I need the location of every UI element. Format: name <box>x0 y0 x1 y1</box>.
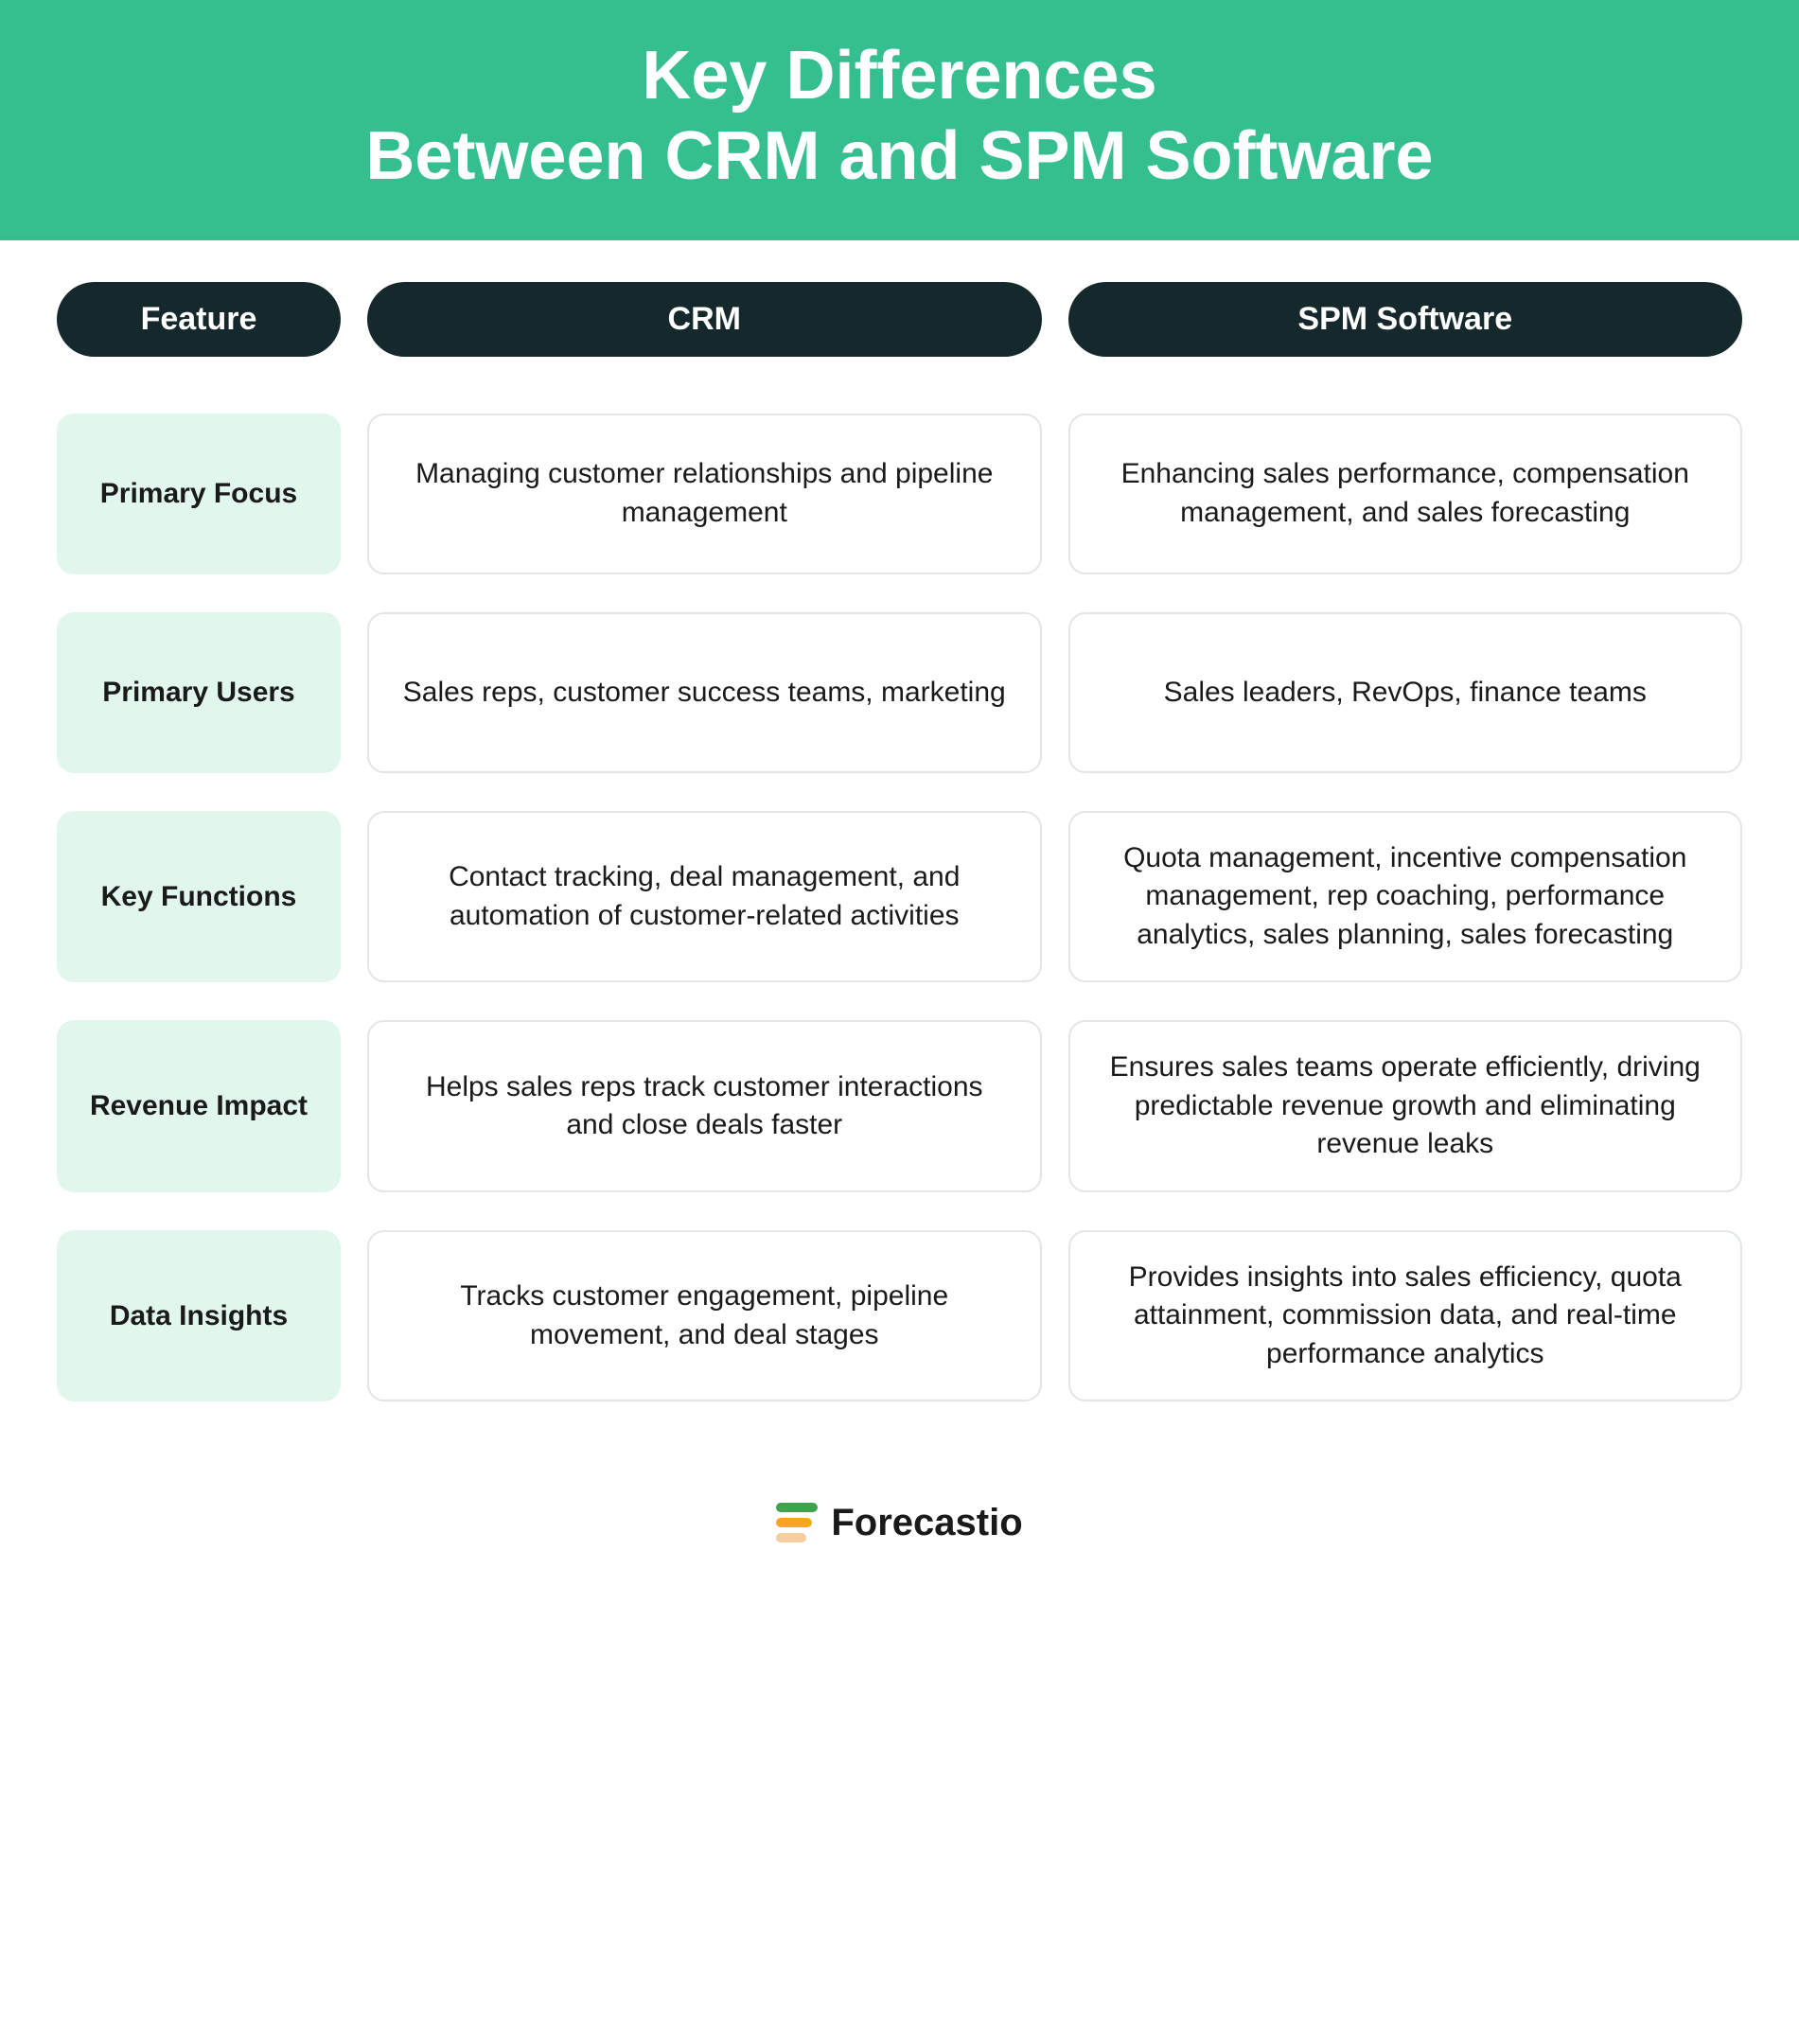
title-line-2: Between CRM and SPM Software <box>365 118 1433 194</box>
title-banner: Key Differences Between CRM and SPM Soft… <box>0 0 1799 240</box>
column-header-feature: Feature <box>57 282 341 357</box>
table-row: Data InsightsTracks customer engagement,… <box>57 1230 1742 1402</box>
spm-value: Provides insights into sales efficiency,… <box>1068 1230 1743 1402</box>
column-header-crm: CRM <box>367 282 1042 357</box>
crm-value: Helps sales reps track customer interact… <box>367 1020 1042 1192</box>
table-header-row: Feature CRM SPM Software <box>57 282 1742 357</box>
crm-value: Sales reps, customer success teams, mark… <box>367 612 1042 773</box>
feature-label: Key Functions <box>57 811 341 983</box>
logo-bar <box>776 1533 806 1542</box>
page-title: Key Differences Between CRM and SPM Soft… <box>19 36 1780 197</box>
feature-label: Revenue Impact <box>57 1020 341 1192</box>
table-row: Primary FocusManaging customer relations… <box>57 414 1742 574</box>
feature-label: Primary Focus <box>57 414 341 574</box>
spm-value: Sales leaders, RevOps, finance teams <box>1068 612 1743 773</box>
spm-value: Enhancing sales performance, compensatio… <box>1068 414 1743 574</box>
crm-value: Tracks customer engagement, pipeline mov… <box>367 1230 1042 1402</box>
feature-label: Primary Users <box>57 612 341 773</box>
crm-value: Contact tracking, deal management, and a… <box>367 811 1042 983</box>
column-header-spm: SPM Software <box>1068 282 1743 357</box>
comparison-table: Feature CRM SPM Software Primary FocusMa… <box>0 240 1799 1469</box>
logo-bars-icon <box>776 1503 818 1542</box>
spm-value: Ensures sales teams operate efficiently,… <box>1068 1020 1743 1192</box>
table-row: Primary UsersSales reps, customer succes… <box>57 612 1742 773</box>
footer: Forecastio <box>0 1468 1799 1588</box>
table-row: Key FunctionsContact tracking, deal mana… <box>57 811 1742 983</box>
title-line-1: Key Differences <box>642 38 1156 114</box>
logo-text: Forecastio <box>831 1502 1022 1544</box>
table-row: Revenue ImpactHelps sales reps track cus… <box>57 1020 1742 1192</box>
logo-bar <box>776 1503 818 1512</box>
brand-logo: Forecastio <box>776 1502 1022 1544</box>
spm-value: Quota management, incentive compensation… <box>1068 811 1743 983</box>
logo-bar <box>776 1518 812 1527</box>
feature-label: Data Insights <box>57 1230 341 1402</box>
crm-value: Managing customer relationships and pipe… <box>367 414 1042 574</box>
